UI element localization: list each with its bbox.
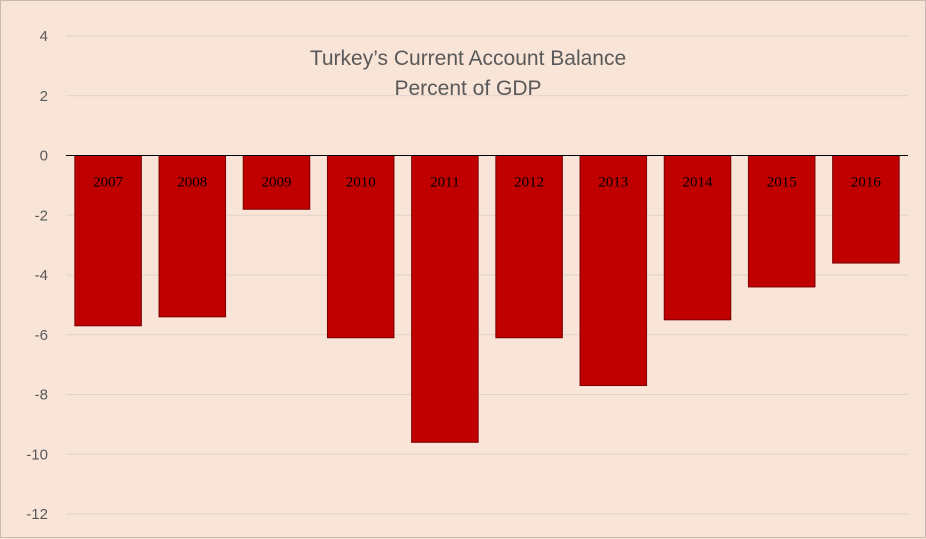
bar-2011 [411,155,479,443]
y-tick-label: 4 [40,28,48,45]
category-label: 2015 [767,175,797,191]
y-tick-label: -6 [35,327,48,344]
bar-2015 [747,155,816,288]
y-tick-label: -2 [35,207,48,224]
category-label: 2008 [177,175,207,191]
y-tick-label: -4 [35,267,48,284]
bar-2016 [832,155,900,264]
y-tick-label: -10 [26,446,48,463]
bar-2012 [495,155,563,339]
category-label: 2007 [93,175,124,191]
y-tick-label: -8 [35,387,48,404]
category-label: 2014 [683,175,714,191]
chart-title: Turkey’s Current Account Balance [310,47,626,70]
category-label: 2010 [346,175,376,191]
category-label: 2016 [851,175,882,191]
bar-2009 [242,155,311,210]
y-tick-label: -12 [26,506,48,523]
category-label: 2013 [598,175,628,191]
y-axis: 4 2 0 -2 -4 -6 -8 -10 -12 [26,28,908,523]
category-labels: 2007 2008 2009 2010 2011 2012 2013 2014 2015 2016 [93,175,881,191]
category-label: 2012 [514,175,544,191]
y-tick-label: 2 [40,88,48,105]
bar-2008 [158,155,227,318]
bar-2013 [579,155,648,387]
chart-title-group: Turkey’s Current Account Balance Percent… [310,47,626,100]
category-label: 2009 [262,175,292,191]
y-tick-label: 0 [40,148,48,165]
chart-subtitle: Percent of GDP [394,77,541,100]
category-label: 2011 [430,175,459,191]
bar-2007 [74,155,142,327]
bar-2010 [326,155,395,339]
bars [74,155,900,443]
